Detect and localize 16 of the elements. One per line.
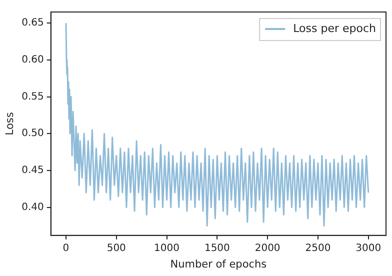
y-axis-title: Loss [4, 112, 16, 136]
x-tick-label: 500 [106, 242, 126, 254]
x-tick-label: 2000 [254, 242, 280, 254]
y-tick-label: 0.60 [22, 54, 44, 66]
x-tick-label: 2500 [305, 242, 331, 254]
x-axis-title: Number of epochs [170, 258, 267, 270]
y-tick-label: 0.50 [22, 128, 44, 140]
x-tick-label: 1500 [204, 242, 230, 254]
x-tick-label: 0 [62, 242, 70, 254]
y-tick-label: 0.65 [22, 18, 44, 29]
y-tick-label: 0.40 [22, 202, 44, 213]
y-tick-label: 0.55 [22, 91, 44, 102]
x-tick-label: 3000 [356, 242, 382, 254]
x-tick-label: 1000 [154, 242, 180, 254]
y-tick-label: 0.45 [22, 165, 44, 176]
legend-label: Loss per epoch [293, 22, 376, 35]
